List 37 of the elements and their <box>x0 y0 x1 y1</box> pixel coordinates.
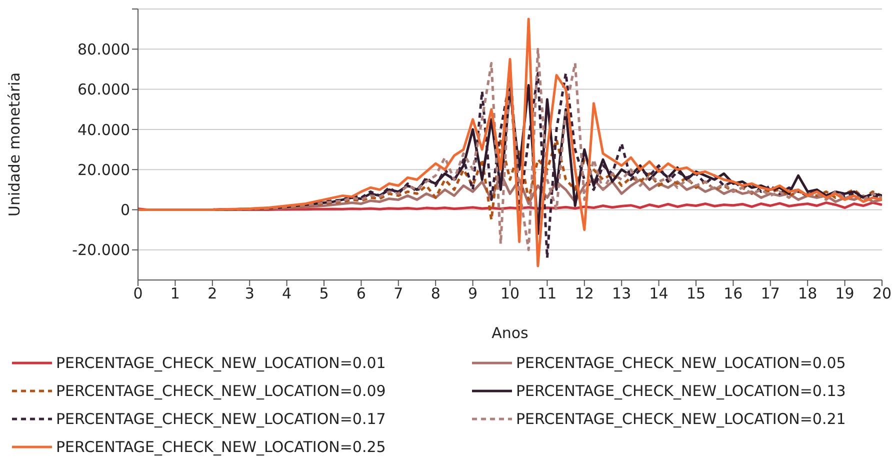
y-tick-label: 20.000 <box>78 160 130 179</box>
legend-label: PERCENTAGE_CHECK_NEW_LOCATION=0.01 <box>56 354 386 372</box>
x-tick-label: 2 <box>208 284 218 303</box>
x-tick-label: 5 <box>319 284 329 303</box>
x-tick-label: 16 <box>724 284 743 303</box>
x-tick-label: 10 <box>500 284 520 303</box>
x-tick-label: 18 <box>798 284 818 303</box>
x-tick-label: 7 <box>394 284 404 303</box>
x-tick-label: 3 <box>244 284 254 303</box>
legend-label: PERCENTAGE_CHECK_NEW_LOCATION=0.05 <box>516 354 846 372</box>
x-tick-label: 15 <box>686 284 706 303</box>
x-tick-label: 9 <box>468 284 478 303</box>
x-tick-label: 13 <box>612 284 632 303</box>
y-tick-label: 0 <box>120 201 130 220</box>
x-tick-label: 8 <box>430 284 440 303</box>
y-tick-label: 40.000 <box>78 120 130 139</box>
y-tick-label: 80.000 <box>78 40 130 58</box>
y-axis-title: Unidade monetária <box>5 72 24 217</box>
legend-label: PERCENTAGE_CHECK_NEW_LOCATION=0.17 <box>56 410 386 428</box>
legend-label: PERCENTAGE_CHECK_NEW_LOCATION=0.21 <box>516 410 846 428</box>
x-tick-label: 20 <box>872 284 892 303</box>
legend-label: PERCENTAGE_CHECK_NEW_LOCATION=0.25 <box>56 438 386 456</box>
y-tick-label: 60.000 <box>78 80 130 99</box>
y-tick-label: -20.000 <box>72 241 130 260</box>
x-tick-label: 14 <box>649 284 668 303</box>
legend-label: PERCENTAGE_CHECK_NEW_LOCATION=0.09 <box>56 382 386 400</box>
x-axis-title: Anos <box>492 324 529 342</box>
x-tick-label: 4 <box>282 284 292 303</box>
x-tick-label: 11 <box>538 284 557 303</box>
x-tick-label: 17 <box>760 284 780 303</box>
x-tick-label: 6 <box>356 284 366 303</box>
legend-label: PERCENTAGE_CHECK_NEW_LOCATION=0.13 <box>516 382 846 400</box>
x-tick-label: 0 <box>133 284 143 303</box>
x-tick-label: 12 <box>574 284 594 303</box>
line-series <box>138 18 882 268</box>
x-tick-label: 19 <box>835 284 854 303</box>
x-tick-label: 1 <box>170 284 180 303</box>
